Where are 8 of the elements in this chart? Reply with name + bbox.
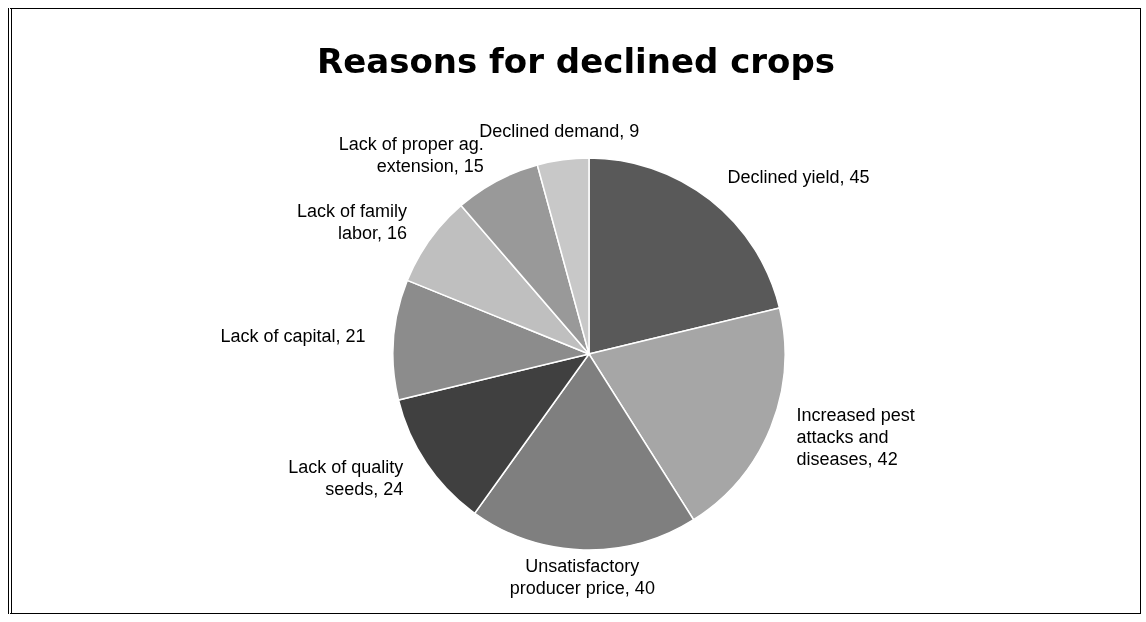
slice-label: Declined yield, 45 [727,166,870,187]
slice-label: Lack of capital, 21 [220,326,366,347]
slice-label: Unsatisfactory producer price, 40 [509,555,655,598]
chart-title: Reasons for declined crops [316,41,836,81]
slice-label: Increased pest attacks and diseases, 42 [796,404,915,469]
slice-label: Lack of quality seeds, 24 [288,456,404,499]
slice-label: Declined demand, 9 [479,120,640,141]
slice-label: Lack of family labor, 16 [296,201,407,244]
